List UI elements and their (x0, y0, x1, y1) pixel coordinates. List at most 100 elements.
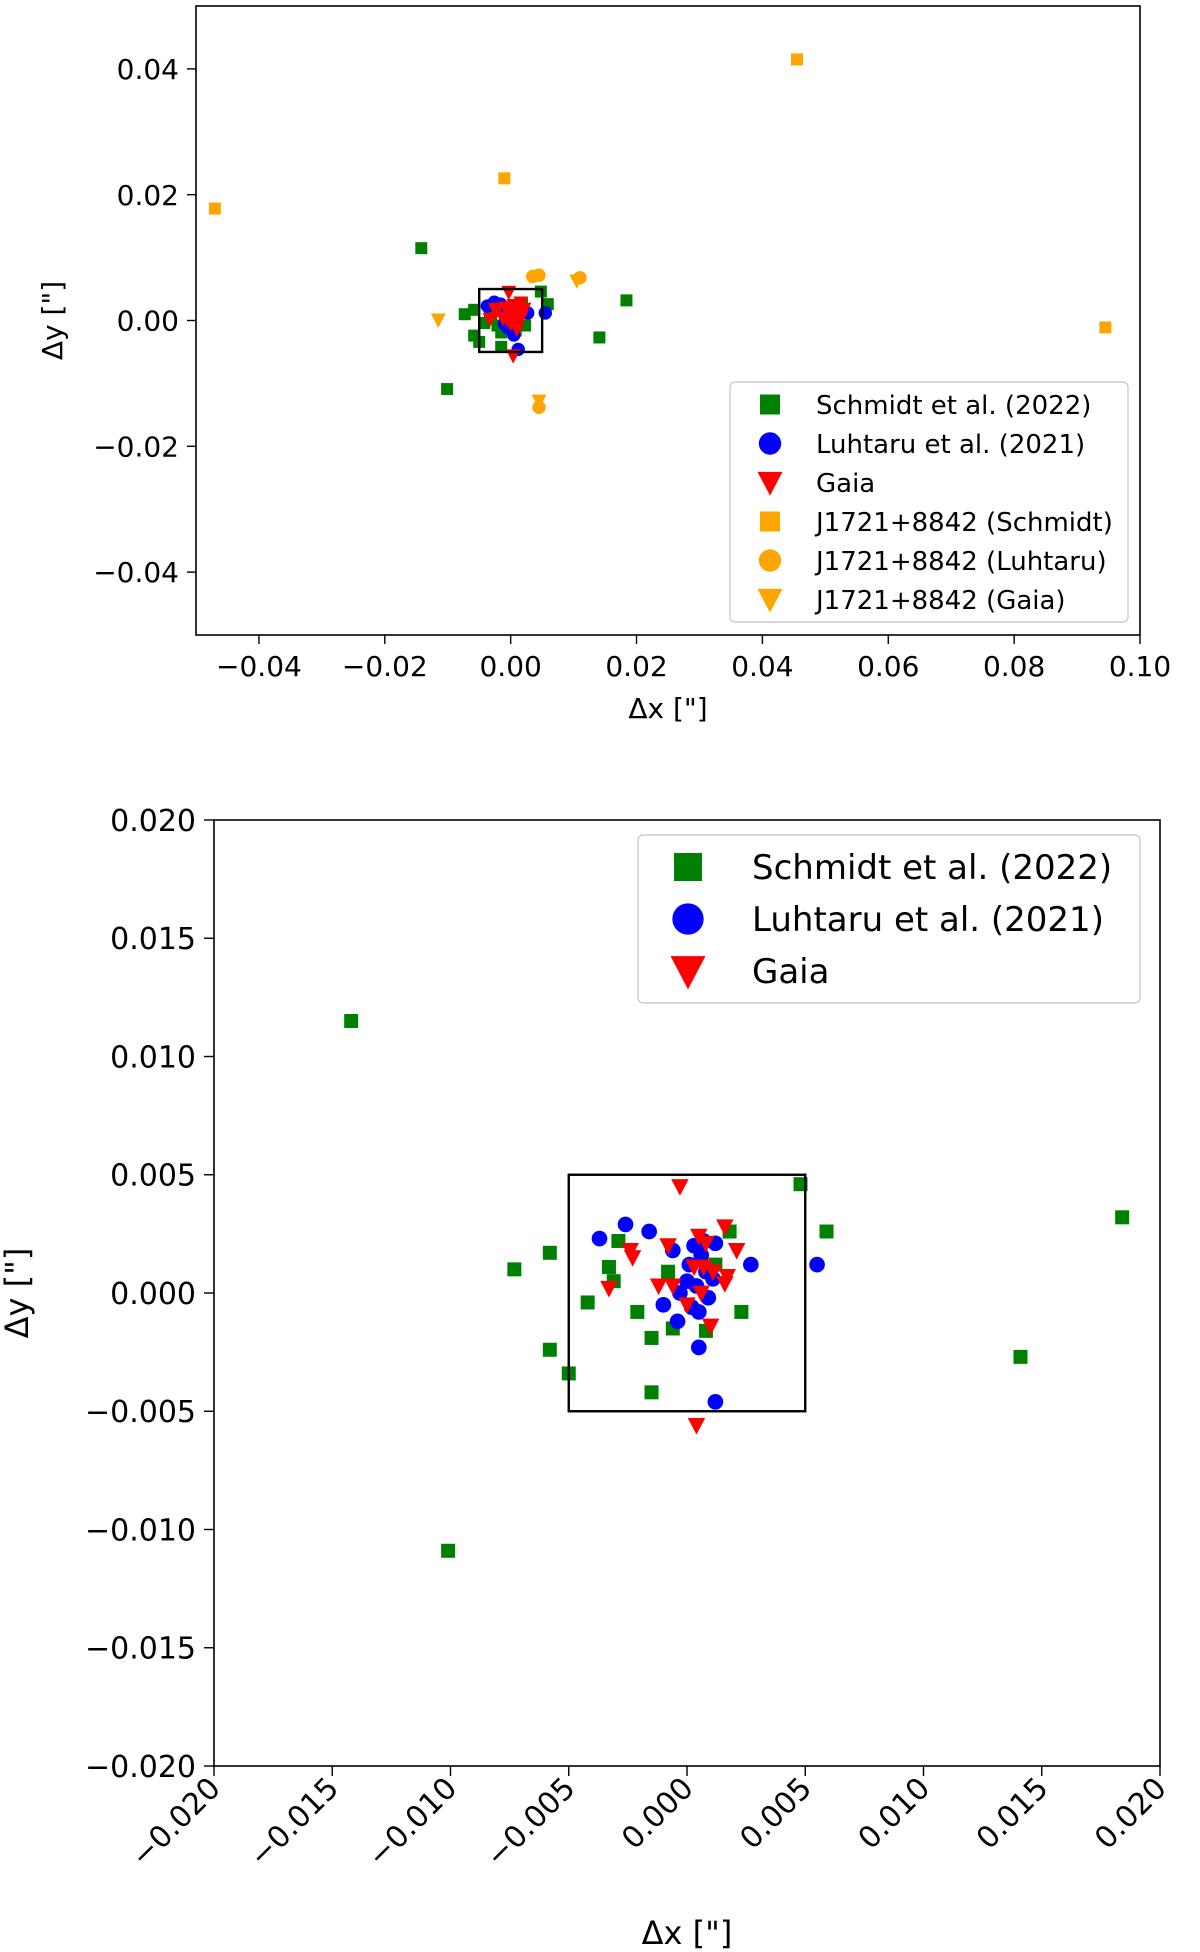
data-point (538, 306, 553, 320)
data-point (701, 1318, 720, 1336)
x-tick-label: 0.020 (1088, 1771, 1173, 1856)
x-tick-label: −0.005 (479, 1771, 582, 1874)
data-point (617, 1216, 634, 1233)
data-point (458, 308, 471, 321)
y-tick-label: −0.02 (93, 430, 179, 463)
data-marks (208, 53, 1112, 415)
data-point (532, 268, 546, 282)
x-tick-label: −0.010 (361, 1771, 464, 1874)
x-tick-label: −0.04 (216, 650, 302, 683)
x-tick-label: 0.00 (479, 650, 541, 683)
data-point (344, 1014, 359, 1029)
data-point (542, 1245, 557, 1260)
data-point (1115, 1210, 1130, 1225)
data-point (506, 299, 522, 314)
data-point (534, 285, 547, 298)
data-point (441, 383, 454, 396)
legend-marker (760, 511, 780, 532)
y-tick-label: 0.015 (110, 922, 196, 957)
data-point (415, 242, 428, 255)
data-point (542, 1342, 557, 1357)
data-point (687, 1418, 706, 1435)
data-point (488, 302, 504, 318)
data-point (690, 1304, 707, 1320)
data-point (655, 1296, 672, 1313)
data-point (809, 1256, 825, 1273)
reference-box (567, 1173, 807, 1413)
data-point (819, 1224, 834, 1239)
reference-box (478, 287, 544, 354)
data-point (644, 1385, 659, 1400)
data-point (664, 1278, 682, 1296)
data-point (600, 1280, 618, 1298)
data-point (513, 309, 529, 324)
data-point (630, 1304, 645, 1319)
data-point (669, 1313, 686, 1330)
x-tick-label: 0.04 (731, 650, 793, 683)
y-tick-label: −0.005 (85, 1395, 196, 1430)
x-tick-label: 0.08 (983, 650, 1045, 683)
data-point (569, 274, 585, 289)
y-tick-label: 0.020 (110, 804, 196, 839)
data-point (678, 1297, 696, 1315)
legend-marker (674, 853, 702, 881)
legend-label: Gaia (752, 952, 829, 992)
data-point (793, 1177, 808, 1192)
x-tick-label: 0.005 (733, 1771, 818, 1856)
y-tick-label: −0.020 (85, 1750, 196, 1785)
y-tick-label: 0.00 (117, 305, 179, 338)
legend-marker (760, 394, 780, 415)
y-axis-label: Δy ["] (36, 281, 69, 360)
x-tick-label: 0.10 (1109, 650, 1171, 683)
data-point (704, 1264, 722, 1281)
data-point (743, 1256, 759, 1273)
data-point (498, 172, 511, 185)
y-tick-label: 0.04 (117, 53, 179, 86)
data-point (621, 1242, 639, 1260)
data-point (591, 1230, 608, 1247)
data-point (690, 1339, 707, 1356)
data-point (694, 1259, 713, 1277)
y-tick-label: 0.000 (110, 1277, 196, 1312)
x-tick-label: 0.015 (970, 1771, 1055, 1856)
y-tick-label: −0.04 (93, 556, 179, 589)
x-tick-label: 0.010 (852, 1771, 937, 1856)
data-marks (344, 1014, 1130, 1558)
x-axis-label: Δx ["] (628, 692, 707, 725)
y-tick-label: 0.010 (110, 1040, 196, 1075)
legend-label: Schmidt et al. (2022) (816, 391, 1091, 421)
data-point (503, 317, 519, 332)
data-point (734, 1304, 749, 1319)
data-point (659, 1238, 677, 1255)
y-tick-label: −0.010 (85, 1513, 196, 1548)
legend-marker (757, 588, 783, 613)
data-point (593, 331, 606, 344)
data-point (580, 1295, 595, 1310)
legend-label: J1721+8842 (Luhtaru) (814, 547, 1107, 577)
data-point (671, 1179, 689, 1196)
chart-top: −0.04 −0.02 0.00 0.02 0.04 0.06 0.08 0.10 0.04 0.… (36, 5, 1171, 725)
data-point (468, 303, 481, 316)
x-tick-label: −0.020 (124, 1771, 227, 1874)
legend-label: Luhtaru et al. (2021) (752, 900, 1104, 940)
legend-label: Luhtaru et al. (2021) (816, 430, 1085, 460)
legend-box (729, 381, 1129, 623)
chart-bottom: −0.020 −0.015 −0.010 −0.005 0.000 0.005 0.010 0… (0, 804, 1174, 1952)
data-point (661, 1264, 676, 1279)
data-point (620, 294, 633, 307)
data-point (441, 1543, 456, 1558)
data-point (791, 53, 804, 66)
y-axis-label: Δy ["] (0, 1248, 36, 1339)
data-point (641, 1223, 657, 1240)
data-point (482, 312, 498, 328)
data-point (1013, 1349, 1028, 1364)
data-point (1099, 321, 1112, 334)
legend-box (637, 834, 1141, 1004)
data-point (495, 340, 508, 353)
x-tick-label: −0.02 (342, 650, 428, 683)
legend: Schmidt et al. (2022) Luhtaru et al. (202… (729, 381, 1129, 623)
data-point (672, 1285, 688, 1301)
data-point (727, 1242, 746, 1260)
data-point (531, 394, 547, 409)
